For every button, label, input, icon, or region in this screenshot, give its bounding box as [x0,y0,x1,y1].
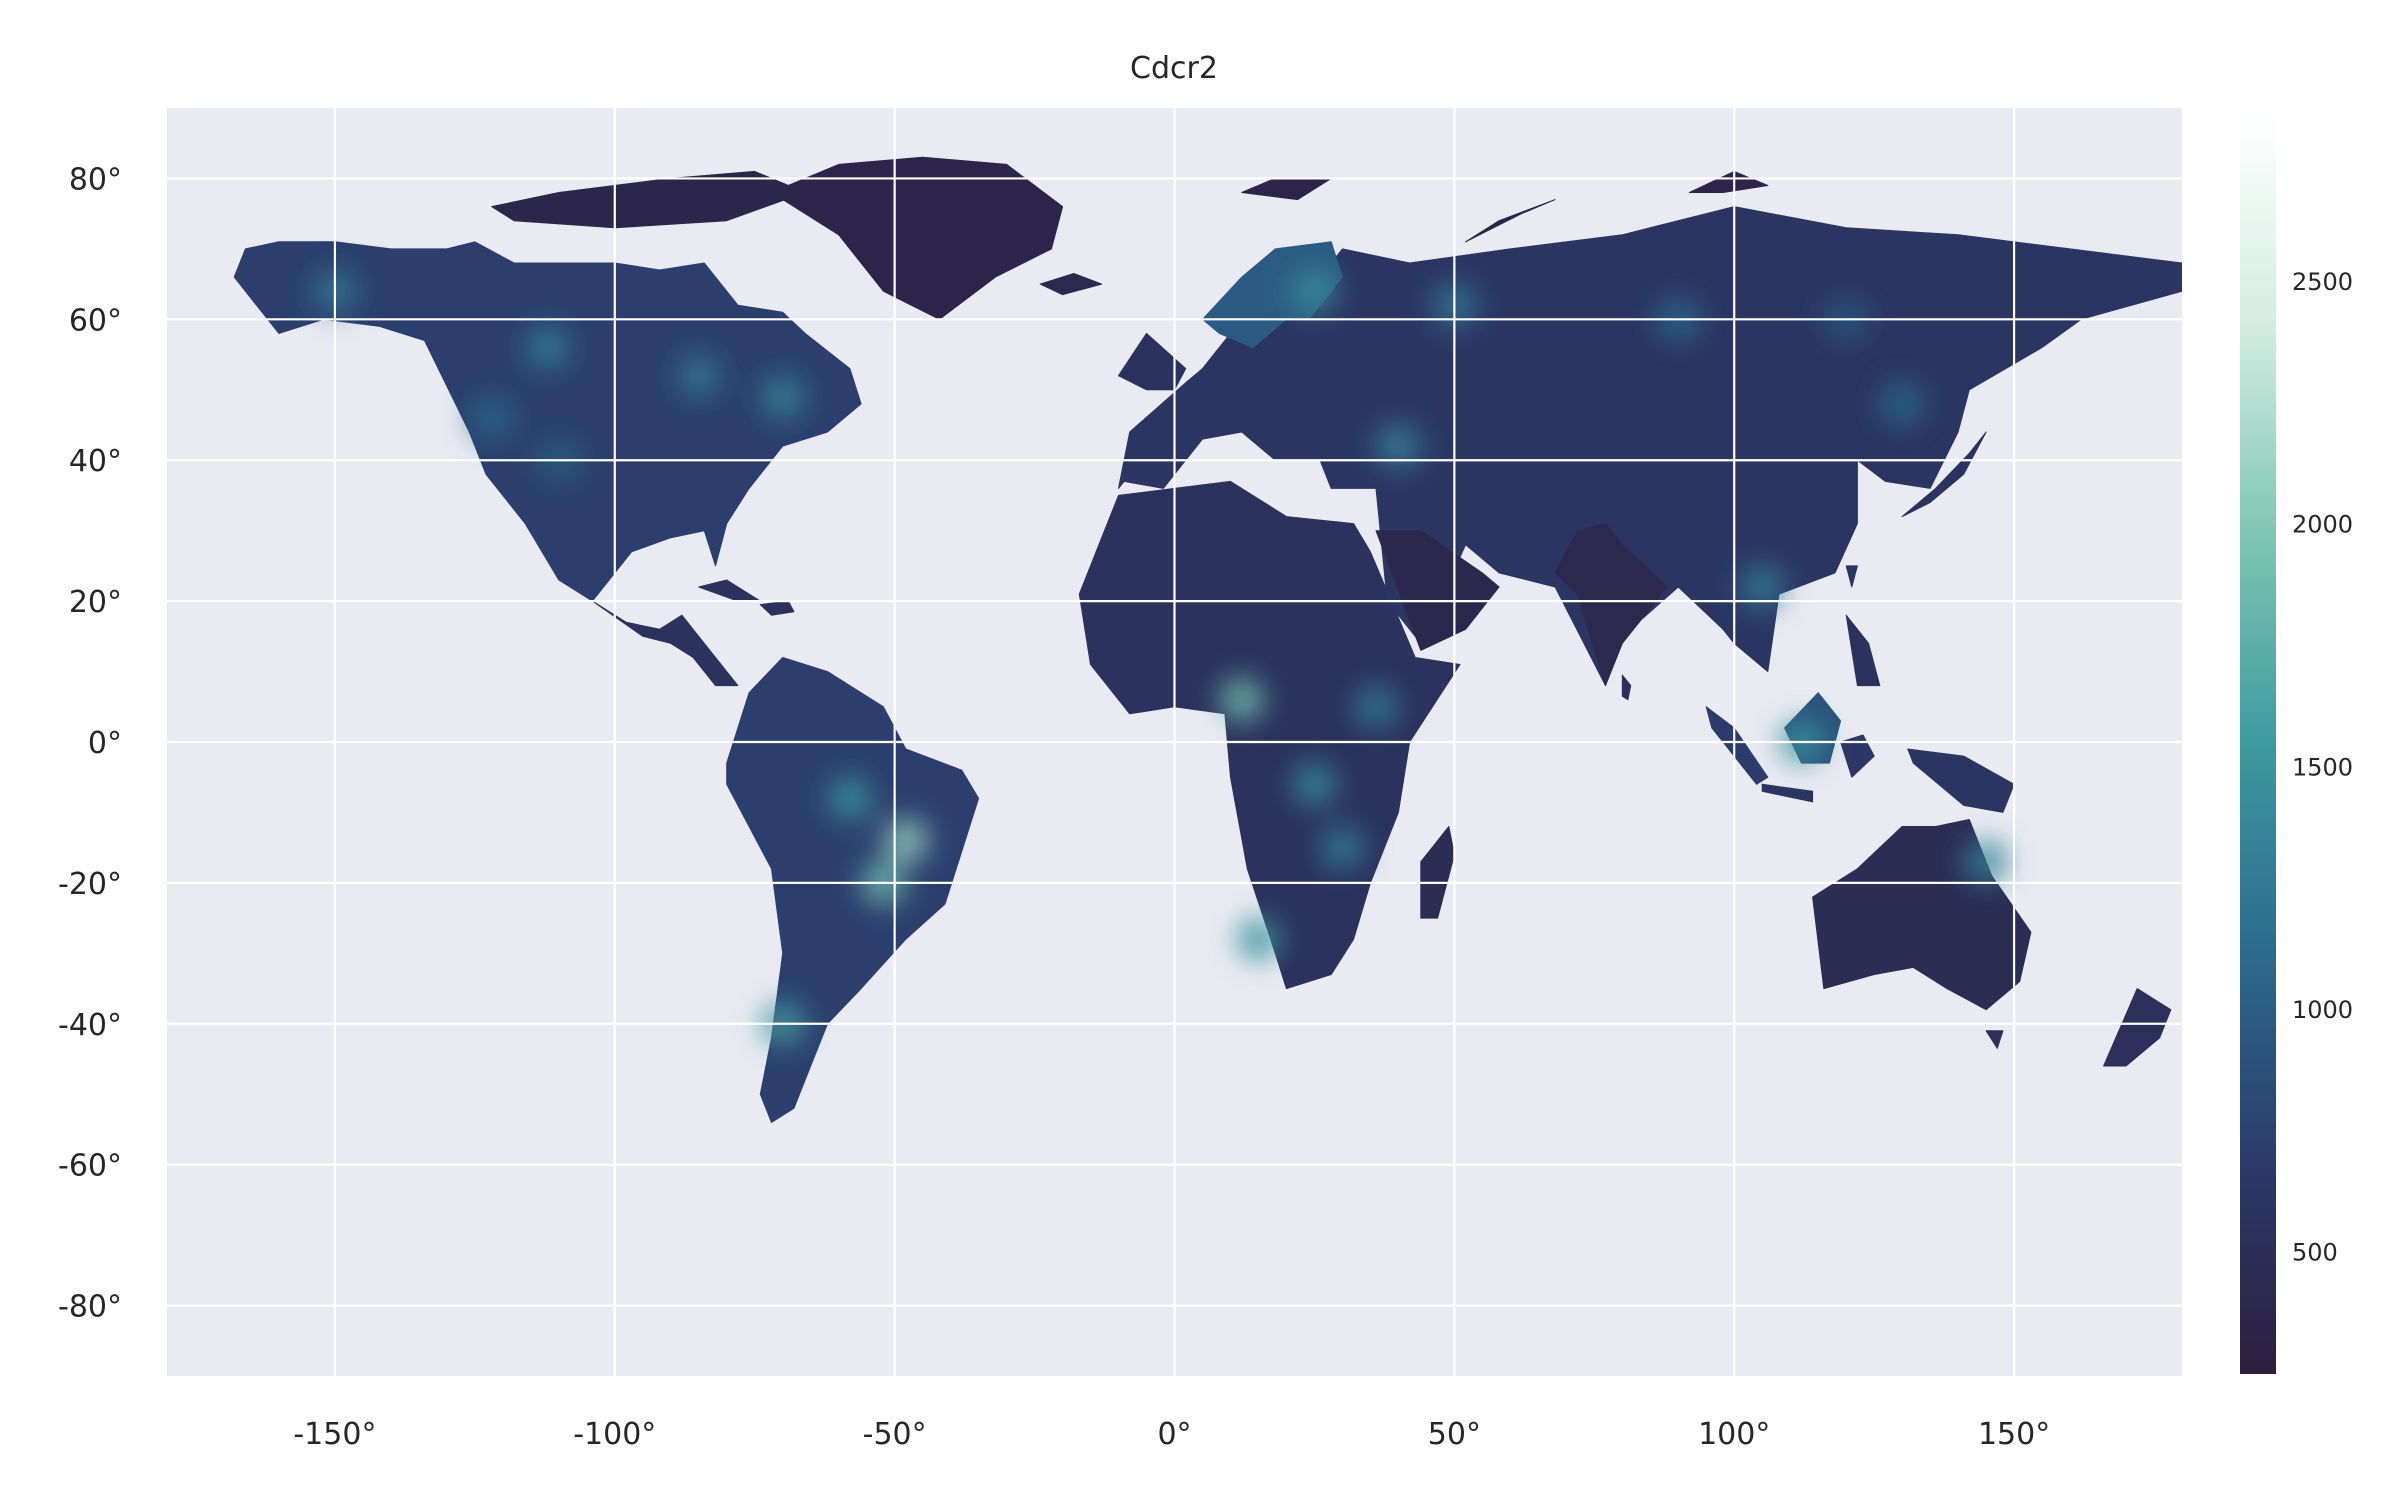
high-value-area [1292,762,1337,807]
y-tick-label: -20° [58,867,122,902]
high-value-area [1236,917,1281,962]
high-value-area [1376,424,1421,469]
y-tick-label: 80° [69,162,122,197]
colorbar [2240,112,2276,1374]
x-tick-label: -150° [293,1417,376,1452]
land-region [2103,988,2172,1067]
y-tick-label: 60° [69,303,122,338]
land-region [1985,1030,2004,1049]
high-value-area [1320,825,1365,870]
high-value-area [469,395,514,440]
x-tick-label: 100° [1698,1417,1770,1452]
high-value-area [525,325,570,370]
x-tick-label: -100° [573,1417,656,1452]
land-region [1118,206,2182,687]
colorbar-tick-label: 2000 [2292,511,2353,539]
high-value-area [1740,565,1785,610]
colorbar-tick-label: 1000 [2292,996,2353,1024]
high-value-area [827,776,872,821]
colorbar-tick-label: 1500 [2292,753,2353,781]
high-value-area [1219,677,1264,722]
land-region [491,170,806,229]
y-tick-label: 40° [69,444,122,479]
y-tick-label: 0° [88,726,122,761]
land-region [1039,273,1103,296]
x-axis-ticks: -150° -100° -50° 0° 50° 100° 150° [293,1417,2050,1452]
land-region [1118,332,1187,391]
high-value-area [1880,381,1925,426]
land-region [1840,734,1875,778]
land-region [1621,674,1632,701]
land-region [1465,199,1556,243]
y-axis-ticks: 80° 60° 40° 20° 0° -20° -40° -60° -80° [58,162,122,1324]
gridlines [167,108,2182,1376]
land-region [1845,614,1881,687]
land-region [591,600,739,687]
y-tick-label: -40° [58,1008,122,1043]
high-value-area [1292,269,1337,314]
land-region [1901,431,1987,518]
land-region [1554,523,1668,687]
colorbar-tick-label: 500 [2292,1239,2338,1267]
land-region [759,600,795,616]
x-tick-label: 150° [1978,1417,2050,1452]
land-region [1420,826,1455,919]
x-tick-label: -50° [863,1417,927,1452]
land-region [1845,565,1858,588]
land-region [1907,748,2015,813]
high-value-area [883,818,928,863]
high-value-area [760,374,805,419]
y-tick-label: -60° [58,1149,122,1184]
y-tick-label: -80° [58,1290,122,1325]
high-value-area [676,353,721,398]
colorbar-ticks: 500 1000 1500 2000 2500 [2292,268,2353,1267]
land-region [1705,706,1769,785]
high-value-area [1964,839,2009,884]
x-tick-label: 50° [1428,1417,1481,1452]
land-region [1761,783,1814,803]
colorbar-tick-label: 2500 [2292,268,2353,296]
high-value-area [1354,684,1398,729]
y-tick-label: 20° [69,585,122,620]
chart-title: Cdcr2 [1130,51,1218,86]
land-region [1375,530,1500,651]
x-tick-label: 0° [1157,1417,1191,1452]
